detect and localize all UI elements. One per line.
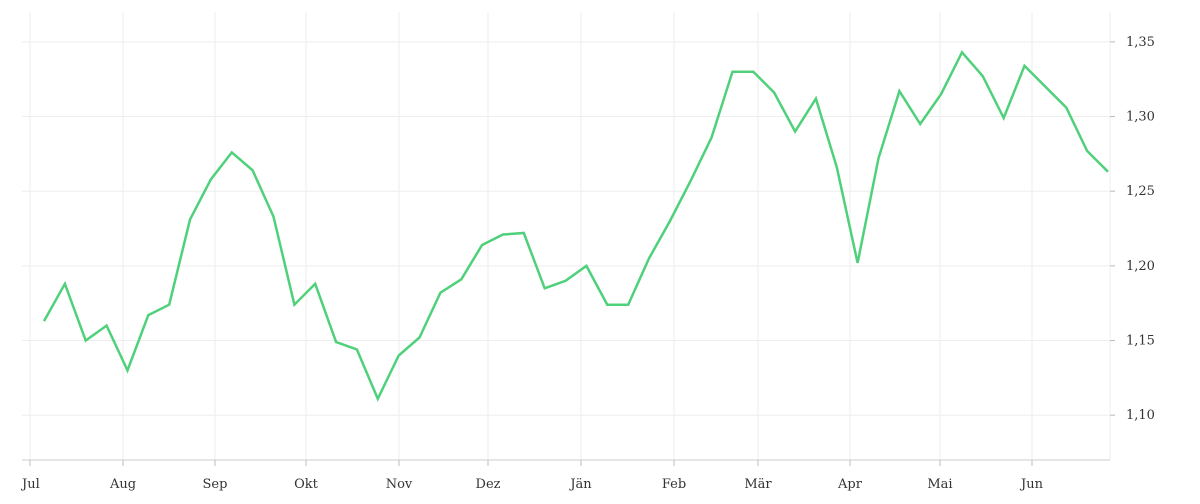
- x-tick-label: Nov: [386, 477, 413, 492]
- data-point: [168, 303, 170, 305]
- x-tick-label: Jän: [568, 477, 592, 492]
- data-point: [293, 303, 295, 305]
- x-tick-label: Mär: [744, 477, 772, 492]
- data-point: [210, 178, 212, 180]
- x-tick-label: Apr: [837, 477, 863, 492]
- series: [42, 50, 1109, 402]
- data-point: [982, 75, 984, 77]
- data-point: [439, 292, 441, 294]
- data-point: [314, 283, 316, 285]
- x-tick-label: Aug: [109, 477, 136, 492]
- data-point: [815, 97, 817, 99]
- data-point: [418, 336, 420, 338]
- y-tick-label: 1,35: [1126, 35, 1155, 50]
- data-point: [43, 320, 45, 322]
- data-point: [64, 283, 66, 285]
- y-tick-label: 1,25: [1126, 184, 1155, 199]
- data-point: [335, 341, 337, 343]
- data-point: [544, 287, 546, 289]
- data-point: [1044, 85, 1046, 87]
- series-line: [42, 50, 1109, 402]
- data-point: [773, 91, 775, 93]
- data-point: [523, 232, 525, 234]
- data-point: [272, 215, 274, 217]
- x-tick-label: Sep: [203, 477, 228, 492]
- data-point: [460, 278, 462, 280]
- data-point: [856, 262, 858, 264]
- data-point: [710, 136, 712, 138]
- data-point: [919, 123, 921, 125]
- data-point: [397, 354, 399, 356]
- axes: [22, 41, 1115, 466]
- data-point: [85, 339, 87, 341]
- data-point: [1023, 65, 1025, 67]
- data-point: [731, 71, 733, 73]
- data-point: [836, 166, 838, 168]
- data-point: [1002, 117, 1004, 119]
- tick-labels: 1,10 1,15 1,20 1,25 1,30 1,35 Jul Aug Sep Okt Nov D…: [20, 35, 1155, 492]
- y-tick-label: 1,10: [1126, 408, 1155, 423]
- data-point: [961, 51, 963, 53]
- x-tick-label: Mai: [927, 477, 952, 492]
- x-tick-label: Jun: [1019, 477, 1044, 492]
- data-point: [126, 369, 128, 371]
- data-point: [940, 93, 942, 95]
- data-point: [356, 348, 358, 350]
- data-point: [585, 265, 587, 267]
- data-point: [251, 169, 253, 171]
- y-tick-label: 1,30: [1126, 110, 1155, 125]
- data-point: [1107, 171, 1109, 173]
- data-point: [898, 90, 900, 92]
- data-point: [606, 303, 608, 305]
- data-point: [669, 220, 671, 222]
- x-tick-label: Jul: [20, 477, 40, 492]
- data-point: [231, 151, 233, 153]
- data-point: [877, 157, 879, 159]
- data-point: [377, 398, 379, 400]
- data-point: [627, 303, 629, 305]
- y-tick-label: 1,15: [1126, 334, 1155, 349]
- data-point: [564, 280, 566, 282]
- data-point: [105, 324, 107, 326]
- data-point: [481, 244, 483, 246]
- data-point: [147, 314, 149, 316]
- data-point: [648, 257, 650, 259]
- data-point: [752, 71, 754, 73]
- data-point: [690, 180, 692, 182]
- data-point: [1086, 150, 1088, 152]
- grid: [22, 12, 1111, 460]
- data-point: [189, 218, 191, 220]
- y-tick-label: 1,20: [1126, 259, 1155, 274]
- data-point: [794, 130, 796, 132]
- data-point: [1065, 106, 1067, 108]
- x-tick-label: Dez: [476, 477, 501, 492]
- x-tick-label: Okt: [294, 477, 319, 492]
- data-point: [502, 233, 504, 235]
- x-tick-label: Feb: [662, 477, 686, 492]
